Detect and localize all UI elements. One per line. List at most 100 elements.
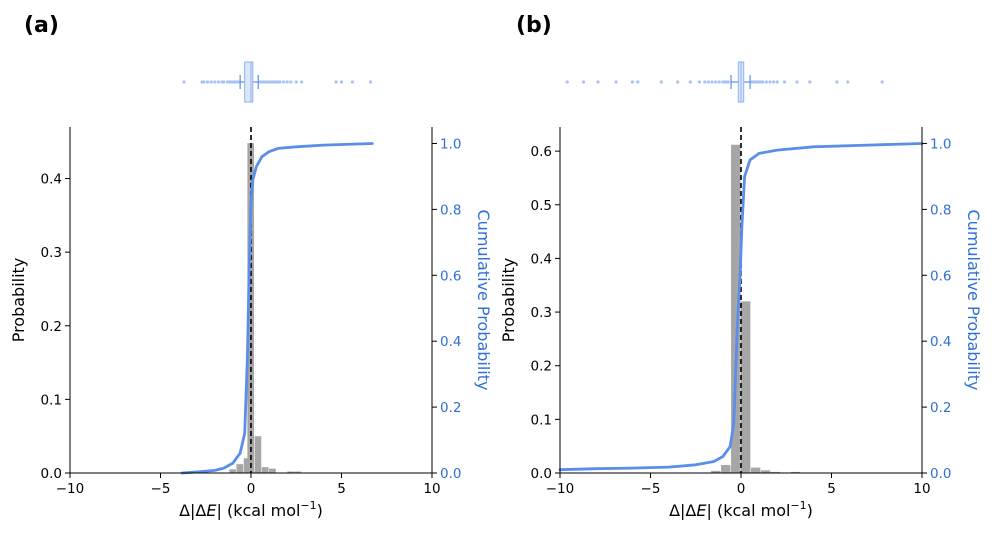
y2-tick-label: 0.6 xyxy=(930,268,951,284)
y-tick-label: 0.1 xyxy=(531,412,552,428)
y2-tick-label: 0.6 xyxy=(440,268,461,284)
y2-tick-label: 0.2 xyxy=(440,400,461,416)
histogram-bar xyxy=(760,470,771,473)
y2-tick-label: 0.0 xyxy=(440,466,461,482)
y-tick-label: 0.2 xyxy=(41,319,62,335)
boxplot-outlier xyxy=(205,80,210,84)
boxplot-outlier xyxy=(717,80,721,84)
y2-tick-label: 0.4 xyxy=(440,334,461,350)
x-tick-label: −10 xyxy=(56,481,85,497)
y-tick-label: 0.4 xyxy=(41,172,62,188)
histogram-bar xyxy=(741,301,751,473)
y-axis-label: Probability xyxy=(499,258,518,343)
chart-panel-a: (a)−10 −5 0 5 100.00.10.20.30.40.00.20.40.60… xyxy=(9,13,493,520)
x-tick-label: 10 xyxy=(913,481,930,497)
boxplot-outlier xyxy=(764,80,768,84)
boxplot-outlier xyxy=(565,80,569,84)
y-axis-label: Probability xyxy=(9,258,28,343)
chart-panel-b: (b)−10 −5 0 5 100.00.10.20.30.40.50.60.00.20… xyxy=(499,13,983,520)
x-axis-label: Δ|ΔE| (kcal mol−1) xyxy=(179,499,323,520)
boxplot-outlier xyxy=(761,80,765,84)
y-tick-label: 0.0 xyxy=(41,466,62,482)
x-tick-label: 0 xyxy=(737,481,746,497)
boxplot-outlier xyxy=(339,80,344,84)
y-tick-label: 0.6 xyxy=(531,144,552,160)
boxplot-outlier xyxy=(614,80,618,84)
histogram xyxy=(229,143,302,473)
boxplot-outlier xyxy=(676,80,680,84)
boxplot-outlier xyxy=(209,80,213,84)
x-tick-label: −10 xyxy=(546,481,575,497)
boxplot-outlier xyxy=(222,80,226,84)
boxplot-outlier xyxy=(880,80,884,84)
boxplot-outlier xyxy=(846,80,850,84)
x-axis-label-prefix: Δ|Δ xyxy=(179,501,206,520)
boxplot-outlier xyxy=(289,80,293,84)
boxplot-outlier xyxy=(596,80,600,84)
cdf-line xyxy=(558,142,924,472)
x-axis-label-var: E xyxy=(206,501,217,520)
histogram-bar xyxy=(731,144,741,473)
boxplot-outlier xyxy=(300,80,304,84)
boxplot-outlier xyxy=(771,80,776,84)
histogram-bar xyxy=(711,470,721,473)
histogram-bar xyxy=(750,467,761,473)
y2-axis-label: Cumulative Probability xyxy=(474,210,493,391)
boxplot-outlier xyxy=(659,80,663,84)
x-axis-label-exponent: −1 xyxy=(300,499,316,512)
histogram-bar xyxy=(287,471,294,473)
x-axis-label-suffix: | (kcal mol xyxy=(216,501,300,520)
histogram xyxy=(711,144,801,473)
boxplot-outlier xyxy=(278,80,282,84)
histogram-bar xyxy=(254,436,262,473)
histogram-bar xyxy=(294,471,302,473)
x-tick-label: 5 xyxy=(337,481,346,497)
boxplot-outlier xyxy=(726,80,730,84)
boxplot xyxy=(565,61,884,103)
boxplot-outlier xyxy=(281,80,286,84)
cdf-line xyxy=(180,142,374,475)
boxplot-outlier xyxy=(334,80,338,84)
boxplot-outlier xyxy=(688,80,692,84)
boxplot-outlier xyxy=(285,80,289,84)
y-tick-label: 0.3 xyxy=(41,245,62,261)
x-axis-label-suffix: | (kcal mol xyxy=(706,501,790,520)
y-tick-label: 0.3 xyxy=(531,305,552,321)
boxplot-outlier xyxy=(182,80,186,84)
histogram-bar xyxy=(790,471,801,473)
boxplot-outlier xyxy=(714,80,718,84)
x-axis-label-prefix: Δ|Δ xyxy=(669,501,696,520)
boxplot-outlier xyxy=(710,80,714,84)
x-axis-label-exponent: −1 xyxy=(790,499,806,512)
x-tick-label: −5 xyxy=(641,481,661,497)
x-tick-label: −5 xyxy=(151,481,171,497)
histogram-bar xyxy=(261,467,269,473)
boxplot xyxy=(182,61,373,103)
y2-axis-label: Cumulative Probability xyxy=(964,210,983,391)
histogram-bar xyxy=(243,458,251,473)
boxplot-outlier xyxy=(775,80,779,84)
histogram-bar xyxy=(721,464,731,473)
boxplot-outlier xyxy=(202,80,206,84)
boxplot-outlier xyxy=(768,80,772,84)
boxplot-outlier xyxy=(636,80,640,84)
histogram-bar xyxy=(269,468,276,473)
boxplot-outlier xyxy=(216,80,221,84)
panel-label: (b) xyxy=(516,13,552,38)
y2-tick-label: 0.8 xyxy=(440,202,461,218)
y2-tick-label: 1.0 xyxy=(440,136,461,152)
boxplot-box xyxy=(244,61,254,103)
x-axis-label-close: ) xyxy=(807,501,813,520)
boxplot-outlier xyxy=(697,80,701,84)
y2-tick-label: 0.4 xyxy=(930,334,951,350)
x-axis-label-var: E xyxy=(696,501,707,520)
boxplot-outlier xyxy=(795,80,799,84)
boxplot-outlier xyxy=(706,80,711,84)
histogram-bar xyxy=(236,464,244,473)
y2-tick-label: 1.0 xyxy=(930,136,951,152)
x-tick-label: 10 xyxy=(423,481,440,497)
y-tick-label: 0.0 xyxy=(531,466,552,482)
y2-tick-label: 0.8 xyxy=(930,202,951,218)
boxplot-outlier xyxy=(630,80,635,84)
